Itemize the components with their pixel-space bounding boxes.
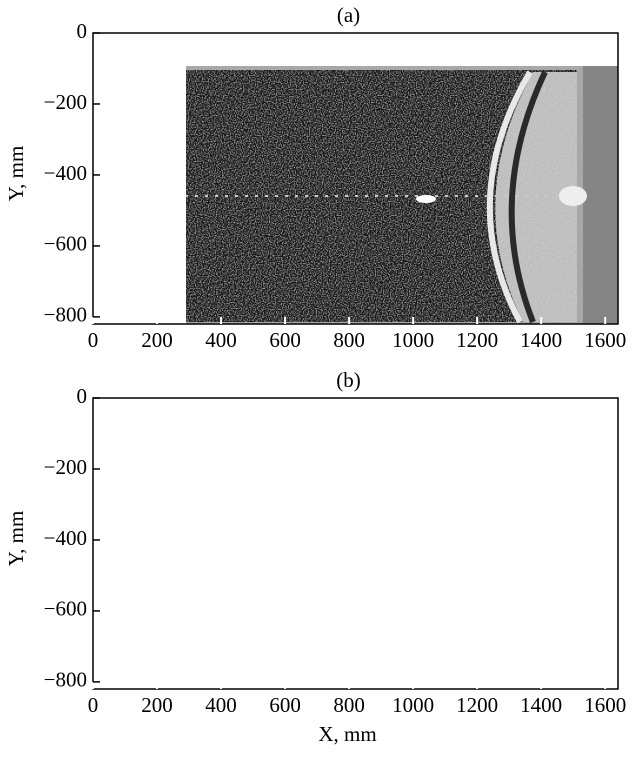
shock-inner	[508, 70, 548, 324]
x-tick-label: 200	[141, 328, 173, 352]
axes-frame	[92, 32, 619, 325]
x-tick-label: 1600	[584, 328, 626, 352]
x-tick-label: 800	[333, 328, 365, 352]
spot	[416, 195, 436, 203]
panel-title: (b)	[336, 368, 361, 392]
spot	[148, 558, 172, 566]
panel: 0 200 400 600 800 1000 1200 1400 1600 −800 −600 −40…	[4, 368, 642, 746]
y-axis-label: Y, mm	[4, 146, 28, 202]
x-tick-label: 1000	[392, 693, 434, 717]
x-tick-label: 1600	[584, 693, 626, 717]
y-tick-label: −400	[44, 161, 87, 185]
photo	[93, 33, 618, 324]
y-tick-label: −800	[44, 303, 87, 327]
x-tick-label: 0	[88, 328, 99, 352]
axes-frame	[92, 397, 619, 690]
x-tick-label: 1000	[392, 328, 434, 352]
dark-field	[125, 437, 570, 688]
x-tick-label: 600	[269, 693, 301, 717]
frame-inner	[119, 428, 576, 689]
x-tick-label: 1400	[520, 328, 562, 352]
y-tick-label: −200	[44, 90, 87, 114]
x-tick-label: 400	[205, 693, 237, 717]
x-tick-label: 200	[141, 693, 173, 717]
bright-region	[570, 443, 642, 688]
y-tick-label: 0	[77, 384, 88, 408]
y-tick-label: −600	[44, 232, 87, 256]
x-tick-label: 1400	[520, 693, 562, 717]
x-tick-label: 800	[333, 693, 365, 717]
x-tick-label: 400	[205, 328, 237, 352]
y-tick-label: 0	[77, 19, 88, 43]
x-axis-label: X, mm	[318, 722, 376, 746]
panel-title: (a)	[337, 3, 360, 27]
panel: 0 200 400 600 800 1000 1200 1400 1600 −800 −600 −40…	[4, 3, 626, 352]
frame-top	[93, 398, 618, 420]
y-tick-label: −200	[44, 455, 87, 479]
shock-region	[570, 437, 642, 688]
x-tick-label: 1200	[456, 328, 498, 352]
frame	[93, 398, 618, 689]
flash	[559, 186, 587, 206]
shock-front	[486, 70, 533, 324]
x-tick-label: 600	[269, 328, 301, 352]
frame-top	[93, 33, 618, 55]
y-axis-label: Y, mm	[4, 511, 28, 567]
y-tick-label: −400	[44, 526, 87, 550]
x-tick-label: 0	[88, 693, 99, 717]
y-tick-label: −800	[44, 668, 87, 692]
x-tick-label: 1200	[456, 693, 498, 717]
photo	[93, 398, 642, 689]
y-tick-label: −600	[44, 597, 87, 621]
